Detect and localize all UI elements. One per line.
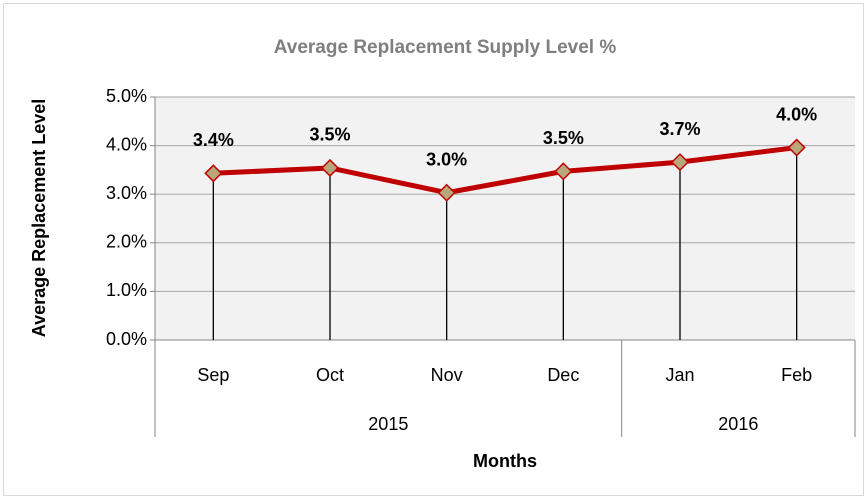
data-label: 3.4%: [193, 130, 234, 150]
data-label: 3.7%: [659, 119, 700, 139]
x-axis-title: Months: [473, 451, 537, 471]
data-label: 4.0%: [776, 104, 817, 124]
marker: [320, 158, 340, 178]
x-tick-label: Jan: [665, 365, 694, 385]
y-tick-label: 2.0%: [106, 232, 147, 252]
data-label: 3.0%: [426, 149, 467, 169]
data-label: 3.5%: [543, 128, 584, 148]
marker: [554, 162, 573, 181]
x-tick-label: Dec: [547, 365, 579, 385]
series-line: [213, 145, 797, 196]
y-tick-label: 5.0%: [106, 86, 147, 106]
data-label: 3.5%: [309, 125, 350, 145]
chart-title: Average Replacement Supply Level %: [274, 37, 617, 58]
plot-area: [155, 97, 855, 340]
group-label: 2015: [368, 414, 408, 434]
marker: [787, 138, 806, 157]
y-axis-title: Average Replacement Level: [29, 99, 49, 337]
x-tick-label: Sep: [197, 365, 229, 385]
y-tick-label: 3.0%: [106, 183, 147, 203]
y-tick-label: 4.0%: [106, 134, 147, 154]
marker: [437, 183, 456, 202]
marker: [204, 164, 223, 183]
y-tick-label: 1.0%: [106, 280, 147, 300]
x-tick-label: Feb: [781, 365, 812, 385]
group-label: 2016: [718, 414, 758, 434]
y-tick-label: 0.0%: [106, 329, 147, 349]
marker: [670, 153, 690, 172]
x-tick-label: Oct: [316, 365, 344, 385]
x-tick-label: Nov: [431, 365, 463, 385]
